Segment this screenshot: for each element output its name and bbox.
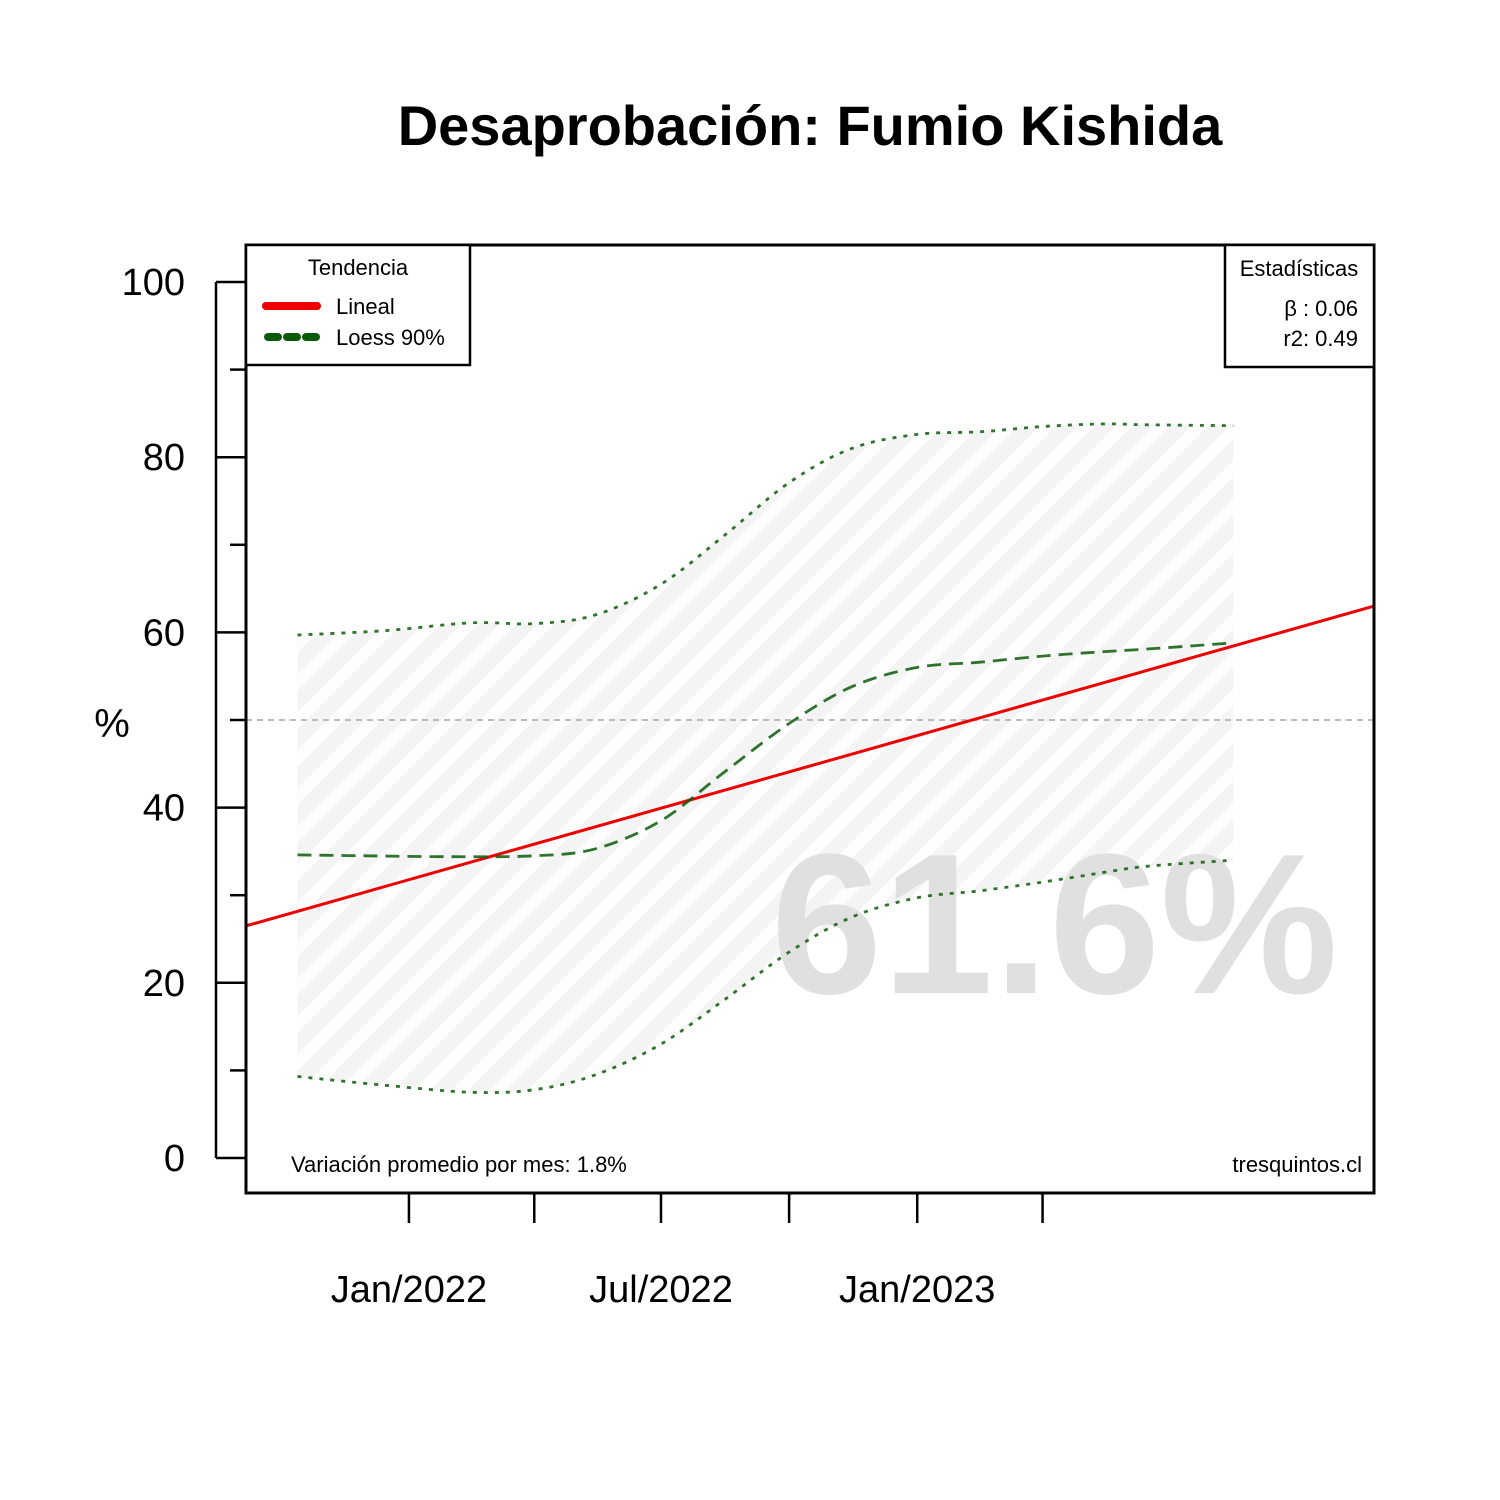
stats-r2: r2: 0.49: [1283, 326, 1358, 351]
y-tick-label: 80: [143, 437, 185, 479]
series-line-upper: [297, 422, 1234, 637]
legend-label-loess: Loess 90%: [336, 325, 445, 350]
band-hatch-stripe: [297, 423, 1142, 1093]
band-hatch-stripe: [297, 423, 1218, 1093]
band-hatch-stripe: [0, 243, 72, 1193]
stats-title: Estadísticas: [1240, 256, 1359, 281]
band-hatch-stripe: [370, 423, 1234, 1093]
band-hatch-stripe: [1206, 423, 1234, 1093]
x-axis: Jan/2022 Jul/2022 Jan/2023: [331, 1193, 1044, 1311]
stats-frame: [1223, 243, 1376, 369]
band-hatch-stripe: [297, 423, 990, 1093]
band-hatch-stripe: [1402, 243, 1500, 1193]
y-axis: 0 20 40 60 80 100: [122, 262, 246, 1180]
band-hatch-stripe: [297, 423, 1028, 1093]
big-value-watermark: 61.6%: [771, 813, 1338, 1036]
legend-label-lineal: Lineal: [336, 294, 395, 319]
stats-beta: β : 0.06: [1284, 296, 1358, 321]
band-hatch-stripe: [332, 423, 1234, 1093]
y-tick-label: 60: [143, 612, 185, 654]
band-hatch-stripe: [0, 243, 34, 1193]
series-line-loess-90: [297, 641, 1234, 859]
band-hatch-stripe: [297, 423, 800, 1093]
stats-box: Estadísticas β : 0.06 r2: 0.49: [1223, 243, 1376, 369]
band-hatch-stripe: [1288, 243, 1500, 1193]
band-hatch-stripe: [297, 423, 1104, 1093]
band-hatch-stripe: [297, 423, 1180, 1093]
x-tick-label: Jan/2022: [331, 1269, 487, 1311]
band-hatch-stripe: [0, 243, 186, 1193]
legend: Tendencia Lineal Loess 90%: [244, 243, 472, 367]
band-hatch-stripe: [297, 423, 1234, 1093]
band-hatch-stripe: [297, 423, 1066, 1093]
series-line-lineal: [247, 604, 1374, 928]
band-hatch-stripe: [1478, 243, 1500, 1193]
footer-source: tresquintos.cl: [1232, 1152, 1362, 1177]
band-hatch-stripe: [1440, 243, 1500, 1193]
band-hatch-stripe: [484, 423, 1234, 1093]
x-tick-label: Jul/2022: [589, 1269, 733, 1311]
band-hatch-stripe: [297, 423, 876, 1093]
band-hatch-stripe: [297, 423, 306, 1093]
y-tick-label: 20: [143, 963, 185, 1005]
y-tick-label: 40: [143, 788, 185, 830]
band-hatch-stripe: [297, 423, 838, 1093]
y-tick-label: 0: [164, 1138, 185, 1180]
band-hatch-stripe: [1364, 243, 1500, 1193]
band-hatch-stripe: [297, 423, 952, 1093]
chart-title: Desaprobación: Fumio Kishida: [398, 94, 1223, 157]
x-tick-label: Jan/2023: [839, 1269, 995, 1311]
band-hatch-stripe: [446, 423, 1234, 1093]
band-hatch-stripe: [0, 243, 262, 1193]
series-line-lower: [297, 858, 1234, 1094]
confidence-band: [0, 243, 1500, 1193]
legend-title: Tendencia: [308, 255, 409, 280]
band-hatch-stripe: [297, 423, 914, 1093]
y-axis-label: %: [94, 702, 130, 746]
y-tick-label: 100: [122, 262, 185, 304]
band-hatch-stripe: [297, 423, 344, 1093]
footer-monthly-variation: Variación promedio por mes: 1.8%: [291, 1152, 627, 1177]
band-hatch-stripe: [1326, 243, 1500, 1193]
series-layer: [247, 422, 1374, 1094]
band-hatch-stripe: [408, 423, 1234, 1093]
